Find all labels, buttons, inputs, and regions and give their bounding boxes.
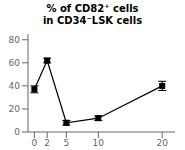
html-text:% of CD82⁺ cells: % of CD82⁺ cells: [46, 3, 139, 14]
html-text:in CD34⁻LSK cells: in CD34⁻LSK cells: [42, 15, 143, 26]
svg-text:20: 20: [9, 104, 21, 114]
svg-text:0: 0: [32, 138, 38, 148]
svg-text:80: 80: [9, 35, 21, 45]
svg-text:5: 5: [63, 138, 69, 148]
svg-text:2: 2: [44, 138, 50, 148]
svg-text:40: 40: [9, 81, 21, 91]
svg-text:20: 20: [156, 138, 168, 148]
svg-text:10: 10: [93, 138, 105, 148]
svg-text:60: 60: [9, 58, 21, 68]
svg-text:0: 0: [14, 127, 20, 137]
